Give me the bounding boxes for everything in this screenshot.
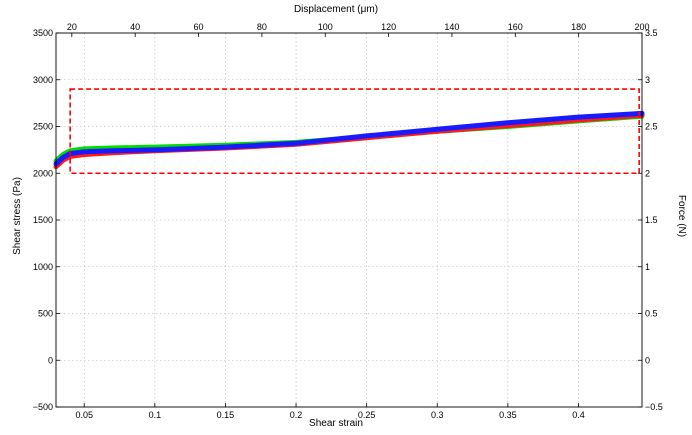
- right-tick-label: 0.5: [645, 309, 658, 319]
- y-tick-label: 500: [38, 309, 53, 319]
- tick-labels: 0.05 0.1 0.15 0.2 0.25 0.3 0.35 0.4−50005001000…: [33, 22, 663, 420]
- top-axis-label: Displacement (μm): [294, 4, 378, 15]
- highlight-box: [69, 88, 640, 175]
- x-axis-label: Shear strain: [309, 418, 363, 429]
- right-tick-label: 2: [645, 168, 650, 178]
- y-tick-label: 1000: [33, 262, 53, 272]
- right-tick-label: 1.5: [645, 215, 658, 225]
- top-tick-label: 80: [257, 22, 267, 32]
- right-tick-label: 1: [645, 262, 650, 272]
- annotations: [69, 88, 640, 175]
- x-tick-label: 0.05: [75, 410, 93, 420]
- right-tick-label: −0.5: [645, 402, 663, 412]
- top-tick-label: 100: [318, 22, 333, 32]
- x-tick-label: 0.2: [290, 410, 303, 420]
- x-tick-label: 0.1: [149, 410, 162, 420]
- y-tick-label: 1500: [33, 215, 53, 225]
- x-tick-label: 0.4: [572, 410, 585, 420]
- tick-marks: [56, 32, 643, 408]
- x-tick-label: 0.15: [217, 410, 235, 420]
- x-tick-label: 0.25: [358, 410, 376, 420]
- y-tick-label: −500: [33, 402, 53, 412]
- top-tick-label: 140: [444, 22, 459, 32]
- y-tick-label: 2000: [33, 168, 53, 178]
- top-tick-label: 120: [381, 22, 396, 32]
- top-tick-label: 180: [571, 22, 586, 32]
- y-tick-label: 0: [48, 355, 53, 365]
- data-series: [53, 110, 645, 170]
- y-axis-label: Shear stress (Pa): [12, 177, 23, 255]
- x-tick-label: 0.3: [431, 410, 444, 420]
- right-tick-label: 2.5: [645, 122, 658, 132]
- y-tick-label: 2500: [33, 122, 53, 132]
- series-line-2: [53, 112, 645, 170]
- top-tick-label: 60: [194, 22, 204, 32]
- top-tick-label: 20: [67, 22, 77, 32]
- top-tick-label: 40: [130, 22, 140, 32]
- x-tick-label: 0.35: [499, 410, 517, 420]
- series-line-3: [53, 110, 645, 167]
- top-tick-label: 160: [508, 22, 523, 32]
- right-axis-label: Force (N): [676, 195, 687, 237]
- right-tick-label: 3: [645, 75, 650, 85]
- right-tick-label: 0: [645, 355, 650, 365]
- top-tick-label: 200: [634, 22, 649, 32]
- right-tick-label: 3.5: [645, 28, 658, 38]
- y-tick-label: 3500: [33, 28, 53, 38]
- y-tick-label: 3000: [33, 75, 53, 85]
